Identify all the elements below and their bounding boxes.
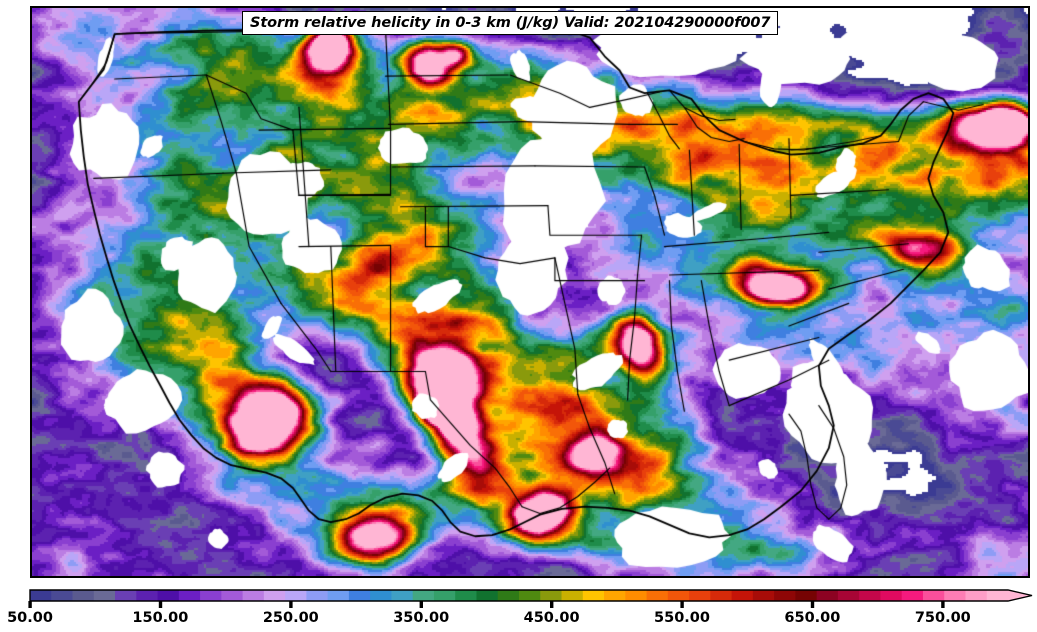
colorbar-segment (412, 590, 435, 601)
colorbar-tick (680, 601, 684, 608)
colorbar-tick (941, 601, 945, 608)
colorbar-svg: 50.00 150.00 250.00 350.00 450.00 550.00 650.0… (7, 589, 1033, 626)
colorbar-segment (859, 590, 882, 601)
colorbar-tick-label: 450.00 (524, 610, 580, 626)
colorbar-segment (837, 590, 860, 601)
colorbar-tick-label: 350.00 (393, 610, 449, 626)
colorbar-segment (582, 590, 605, 601)
colorbar-segment (51, 590, 74, 601)
colorbar-segment (455, 590, 478, 601)
colorbar-segment (774, 590, 796, 601)
colorbar-segment (646, 590, 669, 601)
colorbar-segment (986, 590, 1009, 601)
colorbar-segment (178, 590, 201, 601)
colorbar-segment (157, 590, 180, 601)
colorbar-segment (30, 590, 52, 601)
colorbar-tick-label: 50.00 (7, 610, 53, 626)
colorbar-segment (263, 590, 286, 601)
colorbar-segment (731, 590, 754, 601)
colorbar-segment (540, 590, 563, 601)
colorbar-tick-label: 750.00 (915, 610, 971, 626)
colorbar-tick-label: 150.00 (132, 610, 188, 626)
colorbar-tick (550, 601, 554, 608)
colorbar-segment (285, 590, 307, 601)
colorbar-segment (497, 590, 520, 601)
colorbar-segment (115, 590, 137, 601)
colorbar-segment (880, 590, 903, 601)
colorbar: 50.00 150.00 250.00 350.00 450.00 550.00 650.0… (0, 583, 1037, 632)
colorbar-extend-max-arrow (1008, 590, 1032, 601)
colorbar-segment (72, 590, 95, 601)
colorbar-outline (29, 589, 1033, 602)
colorbar-tick-label: 250.00 (263, 610, 319, 626)
colorbar-tick (158, 601, 163, 608)
colorbar-segment (242, 590, 265, 601)
colorbar-segment (200, 590, 222, 601)
colorbar-segment (965, 590, 988, 601)
colorbar-segment (901, 590, 924, 601)
map-title-box: Storm relative helicity in 0-3 km (J/kg)… (242, 11, 779, 35)
colorbar-segment (348, 590, 371, 601)
map-panel (30, 6, 1030, 578)
colorbar-segment (667, 590, 690, 601)
colorbar-segment (136, 590, 159, 601)
colorbar-segment (752, 590, 775, 601)
colorbar-segment (795, 590, 818, 601)
colorbar-segment (816, 590, 839, 601)
colorbar-tick (810, 601, 815, 608)
colorbar-tick (419, 601, 423, 608)
map-title-text: Storm relative helicity in 0-3 km (J/kg)… (250, 15, 771, 31)
colorbar-segment (604, 590, 626, 601)
colorbar-tick-label: 650.00 (784, 610, 840, 626)
colorbar-segment (944, 590, 967, 601)
colorbar-segment (306, 590, 329, 601)
colorbar-segment (433, 590, 456, 601)
colorbar-segment (370, 590, 393, 601)
colorbar-segment (625, 590, 648, 601)
colorbar-segment (519, 590, 541, 601)
colorbar-segment (710, 590, 733, 601)
colorbar-tick (28, 601, 32, 608)
helicity-field-raster (32, 8, 1028, 576)
colorbar-segment (221, 590, 244, 601)
colorbar-segment (476, 590, 499, 601)
colorbar-segment (561, 590, 584, 601)
colorbar-tick (289, 601, 293, 608)
colorbar-tick-label: 550.00 (654, 610, 710, 626)
colorbar-segment (689, 590, 711, 601)
colorbar-segment (327, 590, 350, 601)
colorbar-segment (922, 590, 945, 601)
colorbar-segment (391, 590, 414, 601)
colorbar-segment (93, 590, 116, 601)
